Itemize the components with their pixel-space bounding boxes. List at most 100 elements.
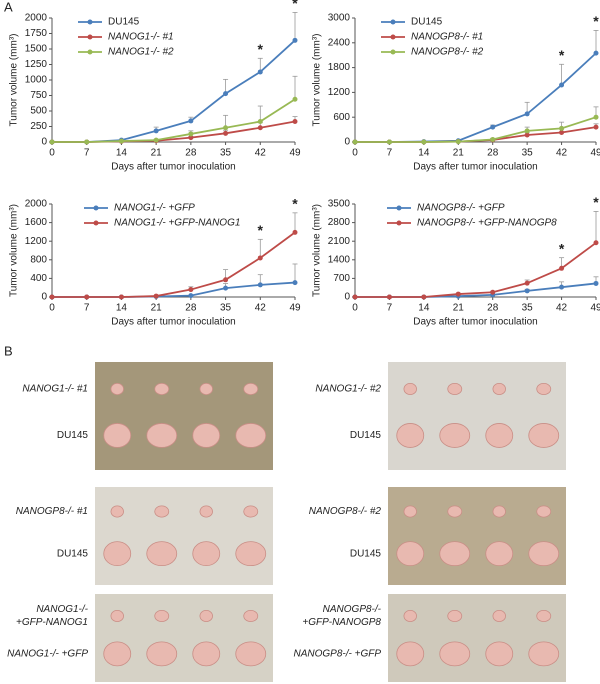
y-tick-label: 0 [344,292,350,303]
y-tick-label: 1200 [25,236,48,247]
photo-label: DU145 [350,548,382,559]
tumor [396,541,425,567]
photo-label: NANOGP8-/- [323,604,382,615]
photo [388,487,566,585]
tumor [154,610,170,623]
point [490,124,496,130]
tumor [110,610,124,623]
tumor [199,610,213,623]
x-tick-label: 14 [418,148,430,159]
legend-label: NANOGP8-/- +GFP [417,203,505,214]
tumor [103,641,132,667]
tumor [536,610,552,623]
tumor [439,423,471,448]
photo [388,362,566,470]
tumor [192,541,221,567]
y-tick-label: 1000 [25,75,48,86]
tumor [447,610,463,623]
x-tick-label: 7 [84,148,90,159]
tumor [536,382,552,395]
tumor [528,541,560,567]
photo-label: DU145 [57,430,89,441]
point [153,137,159,143]
photo [95,487,273,585]
point [524,128,530,134]
x-tick-label: 7 [387,303,393,314]
y-tick-label: 1200 [328,87,351,98]
photo-label: NANOG1-/- +GFP [7,648,88,659]
tumor [110,505,124,518]
legend-label: DU145 [411,17,443,28]
photo-label: NANOGP8-/- #2 [309,506,382,517]
legend-label: NANOGP8-/- #1 [411,32,483,43]
point [593,280,599,286]
point [421,294,427,300]
legend-marker [87,34,93,40]
tumor [492,505,506,518]
x-tick-label: 49 [590,148,600,159]
photo-label: DU145 [57,548,89,559]
tumor [485,541,514,567]
point [352,139,358,145]
point [386,294,392,300]
significance-mark: * [559,47,565,63]
point [223,130,229,136]
point [118,294,124,300]
point [455,291,461,297]
point [292,280,298,286]
x-tick-label: 42 [556,303,568,314]
point [455,139,461,145]
tumor [536,505,552,518]
y-tick-label: 1400 [328,254,351,265]
tumor [485,423,514,448]
point [559,129,565,135]
x-tick-label: 49 [289,148,301,159]
point [292,37,298,43]
point [223,277,229,283]
y-tick-label: 0 [41,137,47,148]
y-tick-label: 800 [30,254,47,265]
tumor [243,610,259,623]
point [257,255,263,261]
tumor [403,610,417,623]
point [490,137,496,143]
y-axis-label: Tumor volume (mm³) [312,34,323,127]
tumor [235,423,267,448]
y-tick-label: 3500 [328,199,351,210]
tumor [154,505,170,518]
y-tick-label: 400 [30,273,47,284]
point [188,118,194,124]
y-tick-label: 250 [30,121,47,132]
photo [95,362,273,470]
photo [95,594,273,682]
legend-marker [396,205,402,211]
x-tick-label: 35 [522,148,534,159]
y-tick-label: 700 [333,273,350,284]
series-line [52,120,296,143]
y-tick-label: 0 [344,137,350,148]
y-tick-label: 750 [30,90,47,101]
tumor [485,641,514,667]
point [593,114,599,120]
significance-mark: * [258,41,264,57]
x-tick-label: 0 [352,148,358,159]
legend-marker [396,220,402,226]
point [524,132,530,138]
point [559,82,565,88]
point [593,124,599,130]
y-tick-label: 1750 [25,28,48,39]
point [524,280,530,286]
y-tick-label: 500 [30,106,47,117]
tumor [146,641,178,667]
point [49,139,55,145]
photo-label: NANOGP8-/- #1 [16,506,88,517]
x-tick-label: 0 [352,303,358,314]
tumor [439,541,471,567]
point [188,287,194,293]
x-tick-label: 42 [556,148,568,159]
x-tick-label: 28 [185,303,197,314]
x-tick-label: 35 [522,303,534,314]
x-tick-label: 28 [185,148,197,159]
significance-mark: * [258,222,264,238]
x-tick-label: 49 [590,303,600,314]
